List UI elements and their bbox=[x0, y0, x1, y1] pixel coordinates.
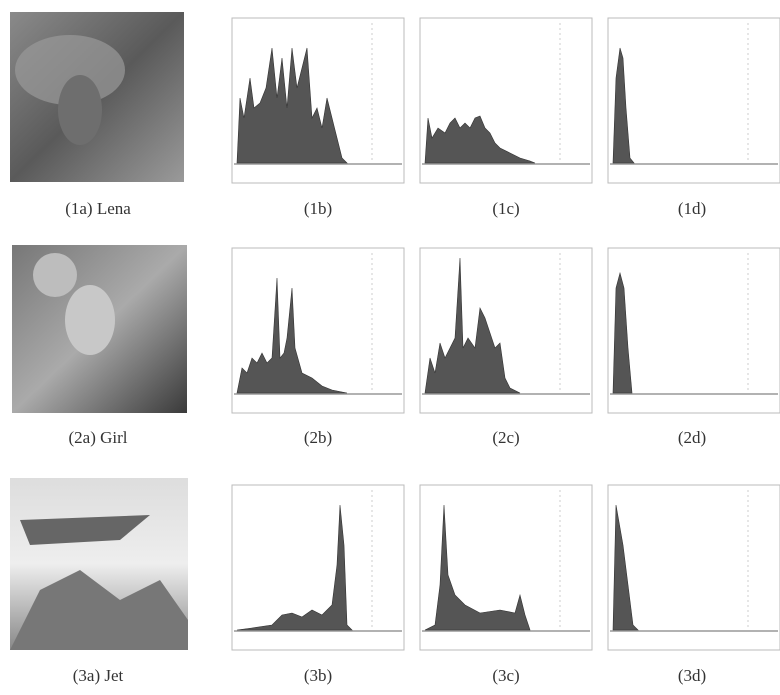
caption: (1a) Lena bbox=[65, 199, 131, 218]
caption: (2a) Girl bbox=[68, 428, 127, 447]
photo bbox=[10, 478, 188, 650]
histogram bbox=[419, 484, 593, 651]
caption: (1b) bbox=[304, 199, 332, 218]
caption: (2d) bbox=[678, 428, 706, 447]
caption: (1d) bbox=[678, 199, 706, 218]
histogram bbox=[419, 247, 593, 414]
photo bbox=[12, 245, 187, 413]
caption: (2b) bbox=[304, 428, 332, 447]
caption: (3b) bbox=[304, 666, 332, 685]
caption: (3a) Jet bbox=[73, 666, 124, 685]
caption: (3d) bbox=[678, 666, 706, 685]
histogram bbox=[607, 247, 780, 414]
histogram bbox=[607, 484, 780, 651]
caption: (3c) bbox=[492, 666, 519, 685]
histogram bbox=[231, 247, 405, 414]
histogram bbox=[419, 17, 593, 184]
histogram bbox=[607, 17, 780, 184]
photo bbox=[10, 12, 184, 182]
histogram bbox=[231, 484, 405, 651]
histogram bbox=[231, 17, 405, 184]
caption: (2c) bbox=[492, 428, 519, 447]
caption: (1c) bbox=[492, 199, 519, 218]
